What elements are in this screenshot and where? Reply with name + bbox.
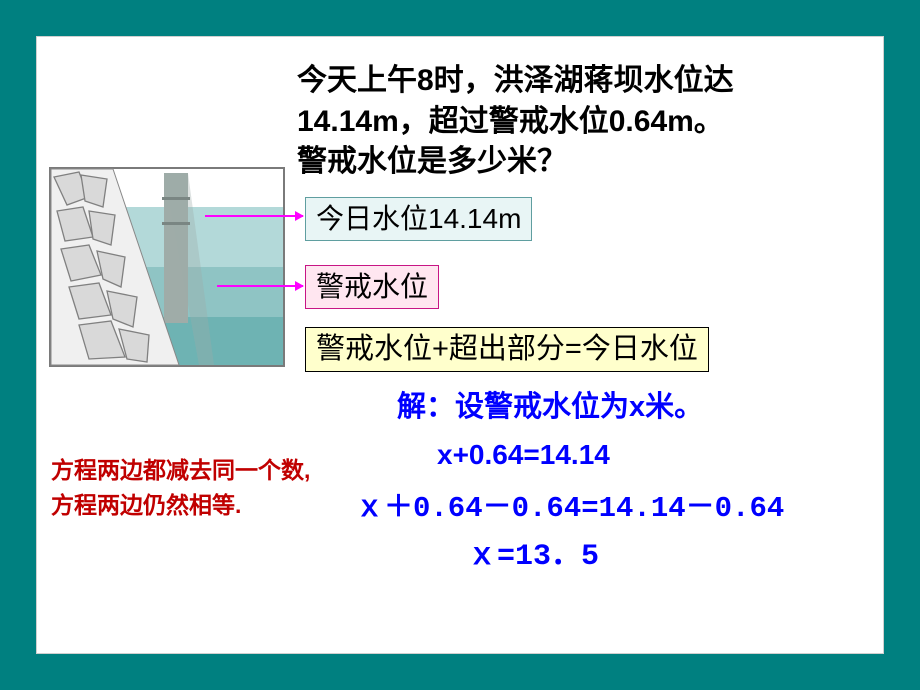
box-today-level: 今日水位14.14m xyxy=(305,197,532,241)
box-warning-level: 警戒水位 xyxy=(305,265,439,309)
equation-words: 警戒水位+超出部分=今日水位 xyxy=(316,333,698,365)
arrow-warning xyxy=(217,285,303,287)
slide: 今天上午8时，洪泽湖蒋坝水位达 14.14m，超过警戒水位0.64m。 警戒水位… xyxy=(36,36,884,654)
problem-line2: 14.14m，超过警戒水位0.64m。 xyxy=(297,105,724,138)
arrow-today xyxy=(205,215,303,217)
note-line2: 方程两边仍然相等. xyxy=(51,492,241,518)
warning-label: 警戒水位 xyxy=(316,271,428,302)
solution-eq1: x+0.64=14.14 xyxy=(437,439,610,471)
problem-line3: 警戒水位是多少米？ xyxy=(297,145,567,178)
solution-eq3: ｘ=13．5 xyxy=(467,529,599,574)
problem-statement: 今天上午8时，洪泽湖蒋坝水位达 14.14m，超过警戒水位0.64m。 警戒水位… xyxy=(297,61,867,183)
dam-illustration xyxy=(49,167,285,367)
method-note: 方程两边都减去同一个数, 方程两边仍然相等. xyxy=(51,453,310,522)
solution-eq2: ｘ＋0.64－0.64=14.14－0.64 xyxy=(355,483,784,525)
note-line1: 方程两边都减去同一个数, xyxy=(51,457,310,483)
solution-let: 解：设警戒水位为x米。 xyxy=(397,383,703,425)
problem-line1: 今天上午8时，洪泽湖蒋坝水位达 xyxy=(297,64,734,97)
box-equation-words: 警戒水位+超出部分=今日水位 xyxy=(305,327,709,372)
today-label: 今日水位14.14m xyxy=(316,203,521,234)
